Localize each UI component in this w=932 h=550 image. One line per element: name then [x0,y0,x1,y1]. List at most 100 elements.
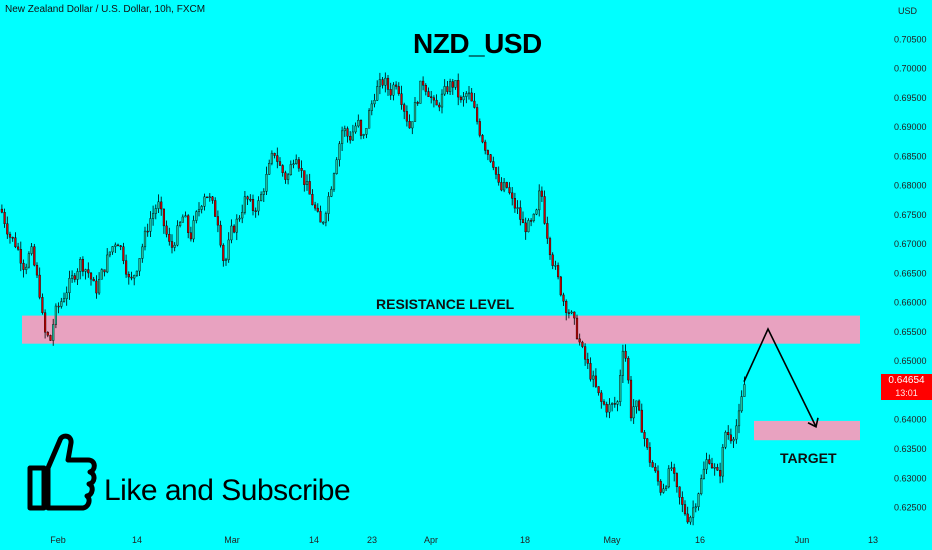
candle-body [629,379,633,419]
candle-body [33,246,36,266]
candle-body [692,507,695,518]
candle-body [249,198,252,201]
candle-body [62,298,66,302]
candle-body [178,222,182,226]
candle-body [581,341,584,347]
candle-body [297,159,300,169]
candle-body [122,246,125,261]
candle-body [570,311,573,314]
candle-body [251,198,255,211]
candle-body [600,392,603,402]
candle-body [319,211,322,223]
candle-body [497,174,500,183]
candle-body [373,100,376,105]
candle-body [143,230,147,248]
currency-label: USD [898,6,918,16]
candle-body [181,216,184,223]
x-tick-label: 23 [367,535,377,545]
candle-body [27,253,30,268]
candle-body [459,96,462,101]
candle-body [546,223,549,239]
x-tick-label: 13 [868,535,878,545]
candle-body [473,100,476,108]
candle-body [95,280,98,294]
y-tick-label: 0.68000 [894,181,927,191]
candle-body [343,128,346,132]
candle-body [235,218,238,233]
candle-body [503,182,506,191]
y-tick-label: 0.67500 [894,210,927,220]
candle-body [25,266,28,270]
candle-body [370,103,373,111]
candle-body [335,159,338,174]
candle-body [665,486,668,490]
candle-body [565,301,568,313]
candle-body [89,272,93,280]
candle-body [114,244,117,247]
candle-body [203,196,206,207]
candle-body [611,403,614,405]
candle-body [708,459,711,464]
candle-body [743,384,746,397]
y-tick-label: 0.70500 [894,34,927,44]
chart-title: NZD_USD [413,28,542,59]
candle-body [484,141,487,151]
candle-body [395,84,398,87]
y-tick-label: 0.66000 [894,298,927,308]
symbol-description: New Zealand Dollar / U.S. Dollar, 10h, F… [5,4,206,15]
candle-body [602,401,606,405]
candle-body [416,102,419,104]
candle-body [103,269,106,273]
candle-body [341,130,344,144]
candle-body [400,93,403,105]
candle-body [632,406,635,419]
candle-body [608,404,611,413]
candle-body [605,403,608,413]
candle-body [594,375,597,387]
candle-body [392,84,395,96]
candle-body [470,92,473,102]
candle-body [65,292,68,299]
candle-body [246,196,249,200]
candle-body [260,194,263,201]
candle-body [351,131,354,141]
candle-body [678,486,681,498]
candle-body [170,241,174,248]
candle-body [3,212,6,224]
candle-body [586,359,589,364]
candle-body [44,312,47,333]
candle-body [14,237,17,248]
candle-body [386,77,390,90]
candle-body [52,324,55,341]
thumbs-up-icon [26,432,98,517]
candle-body [619,375,622,402]
y-tick-label: 0.63500 [894,444,927,454]
candle-body [278,161,282,166]
candle-body [106,254,109,273]
candle-body [432,97,435,101]
candle-body [524,222,527,233]
candle-body [710,463,714,469]
candle-body [314,204,317,209]
candle-body [8,233,12,238]
candle-body [322,221,325,224]
candle-body [41,297,44,313]
candle-body [214,200,217,217]
candle-body [559,276,562,296]
projection-path [743,327,817,428]
candle-body [694,506,697,509]
candle-body [724,432,727,448]
candle-body [38,274,41,298]
candle-body [151,213,155,219]
candle-body [584,346,587,360]
candle-body [575,317,579,340]
candle-body [443,86,446,95]
candle-body [295,159,298,164]
candle-body [592,375,595,380]
candle-body [454,80,457,88]
target-zone [754,420,860,441]
candle-body [57,305,60,308]
resistance-level-label: RESISTANCE LEVEL [376,296,515,312]
y-tick-label: 0.70000 [894,64,927,74]
